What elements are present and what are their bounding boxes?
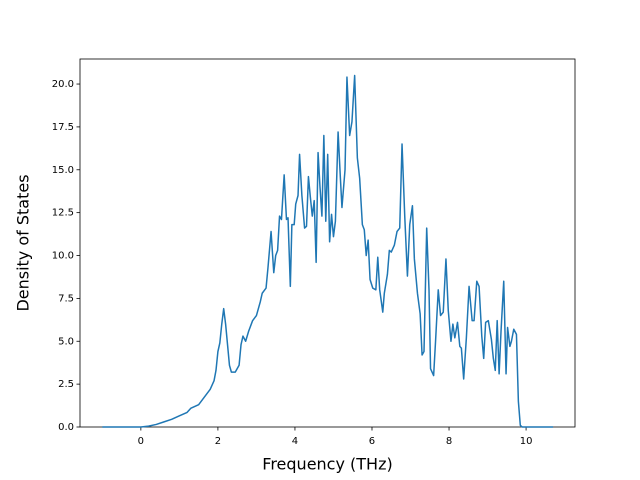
y-tick-label: 10.0	[52, 251, 74, 262]
x-tick-label: 10	[520, 436, 533, 447]
x-tick-label: 6	[369, 436, 375, 447]
x-axis-label: Frequency (THz)	[262, 455, 392, 474]
x-tick-label: 2	[215, 436, 221, 447]
y-tick-label: 15.0	[52, 165, 74, 176]
y-tick-label: 7.5	[58, 293, 74, 304]
y-tick-label: 2.5	[58, 379, 74, 390]
y-tick-label: 17.5	[52, 122, 74, 133]
plot-frame	[79, 58, 576, 428]
y-tick-label: 20.0	[52, 79, 74, 90]
y-tick-label: 0.0	[58, 422, 74, 433]
y-axis-label: Density of States	[14, 174, 33, 311]
x-tick-label: 8	[446, 436, 452, 447]
x-tick-label: 0	[138, 436, 144, 447]
y-tick-label: 12.5	[52, 208, 74, 219]
x-tick-label: 4	[292, 436, 298, 447]
y-tick-label: 5.0	[58, 336, 74, 347]
data-line	[102, 74, 554, 428]
